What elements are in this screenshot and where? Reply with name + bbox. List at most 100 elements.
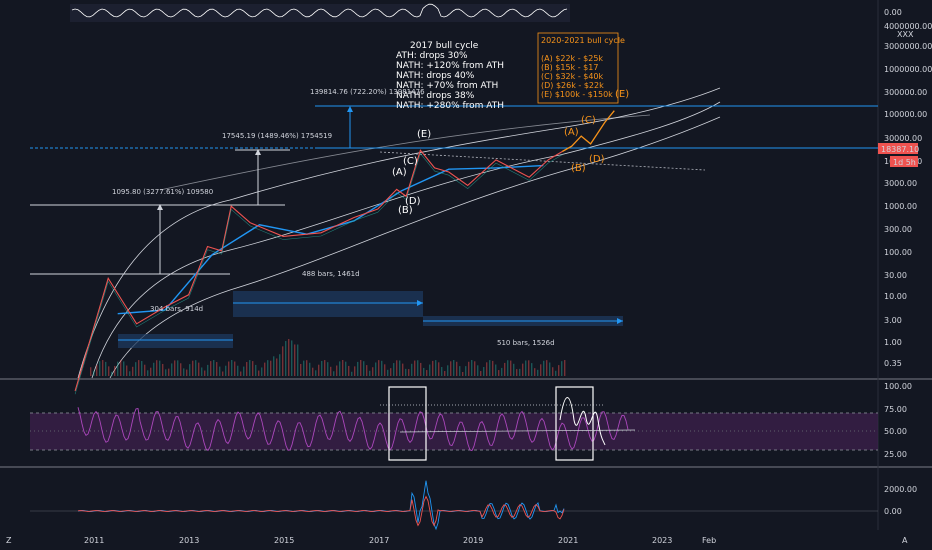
volume-bar: [426, 370, 428, 376]
rsi-tick-label: 25.00: [884, 450, 907, 459]
volume-bar: [252, 361, 254, 376]
volume-bar: [546, 360, 548, 376]
y-tick-label: 3000.00: [884, 179, 917, 188]
volume-bar: [138, 360, 140, 376]
volume-bar: [345, 361, 347, 376]
volume-bar: [132, 366, 134, 376]
corner-left-icon[interactable]: Z: [6, 536, 12, 545]
volume-bar: [201, 367, 203, 376]
volume-bar: [363, 361, 365, 376]
annotation-2020-line-3: (C) $32k - $40k: [541, 72, 604, 81]
volume-bar: [435, 360, 437, 376]
volume-bar: [519, 368, 521, 376]
wave-2017-a: (A): [392, 167, 407, 178]
volume-bar: [420, 362, 422, 376]
volume-histogram: [90, 339, 566, 376]
oscillator-panel[interactable]: [30, 480, 878, 531]
volume-bar: [474, 361, 476, 376]
volume-bar: [492, 360, 494, 376]
volume-bar: [165, 369, 167, 376]
moving-average-line[interactable]: [117, 164, 544, 315]
volume-bar: [468, 361, 470, 376]
oscillator-axis[interactable]: 2000.00 0.00: [884, 485, 917, 516]
wave-2021-c: (C): [581, 115, 596, 126]
rsi-highlight-2021[interactable]: [555, 386, 594, 461]
time-axis[interactable]: 2011 2013 2015 2017 2019 2021 2023 Feb: [84, 536, 716, 545]
mini-overview-strip: [70, 3, 570, 22]
volume-bar: [558, 365, 560, 376]
projection-line[interactable]: [561, 110, 615, 153]
annotation-2017-title: 2017 bull cycle: [410, 41, 479, 51]
volume-bar: [237, 365, 239, 376]
volume-bar: [195, 360, 197, 376]
currency-tag[interactable]: XXX: [897, 30, 914, 39]
osc-tick-label: 0.00: [884, 507, 902, 516]
measure-label-1: 1095.80 (3277.61%) 109580: [112, 188, 213, 196]
rsi-tick-label: 50.00: [884, 427, 907, 436]
volume-bar: [384, 364, 386, 376]
volume-bar: [222, 371, 224, 376]
volume-bar: [258, 370, 260, 376]
price-axis[interactable]: 4000000.00 3000000.00 1000000.00 300000.00 1…: [884, 22, 932, 368]
volume-bar: [540, 364, 542, 376]
volume-bar: [378, 360, 380, 376]
corner-right-icon[interactable]: A: [902, 536, 908, 545]
volume-bar: [105, 361, 107, 376]
volume-bar: [150, 367, 152, 376]
volume-bar: [423, 367, 425, 376]
y-tick-label: 10.00: [884, 292, 907, 301]
volume-bar: [528, 360, 530, 376]
volume-bar: [225, 365, 227, 376]
volume-bar: [315, 370, 317, 376]
time-range-boxes[interactable]: [118, 291, 623, 348]
volume-bar: [207, 364, 209, 376]
volume-bar: [381, 360, 383, 376]
volume-bar: [270, 360, 272, 376]
annotation-2017-line-3: NATH: drops 40%: [396, 71, 475, 81]
volume-bar: [480, 371, 482, 376]
volume-bar: [408, 369, 410, 376]
volume-bar: [387, 369, 389, 376]
y-tick-label: 30.00: [884, 271, 907, 280]
volume-bar: [405, 368, 407, 376]
volume-bar: [330, 366, 332, 376]
volume-bar: [432, 360, 434, 376]
volume-bar: [303, 360, 305, 376]
rsi-axis[interactable]: 100.00 75.00 50.00 25.00: [884, 382, 912, 459]
annotation-2017-line-6: NATH: +280% from ATH: [396, 101, 504, 111]
current-price-badge[interactable]: 18387.10 1d 5h: [878, 143, 919, 167]
volume-bar: [507, 360, 509, 376]
annotation-2020-line-4: (D) $26k - $22k: [541, 81, 604, 90]
measure-label-3: 139814.76 (722.20%) 13981476: [310, 88, 425, 96]
y-tick-label: 4000000.00: [884, 22, 932, 31]
annotation-2017-bull-cycle[interactable]: 2017 bull cycle ATH: drops 30% NATH: +12…: [396, 41, 504, 111]
x-tick-label: 2015: [274, 536, 294, 545]
annotation-2017-line-4: NATH: +70% from ATH: [396, 81, 498, 91]
volume-bar: [333, 371, 335, 376]
annotation-2020-2021-bull-cycle[interactable]: 2020-2021 bull cycle (A) $22k - $25k (B)…: [537, 32, 625, 104]
volume-bar: [123, 361, 125, 376]
y-tick-label: 300.00: [884, 225, 912, 234]
measurement-tools[interactable]: [30, 105, 878, 275]
volume-bar: [564, 360, 566, 376]
volume-bar: [156, 360, 158, 376]
volume-bar: [90, 367, 92, 376]
y-tick-label: 30000.00: [884, 134, 922, 143]
volume-bar: [312, 367, 314, 376]
volume-bar: [261, 367, 263, 376]
rsi-highlight-2017[interactable]: [388, 386, 427, 461]
volume-bar: [168, 368, 170, 376]
volume-bar: [522, 363, 524, 376]
volume-bar: [318, 364, 320, 376]
annotation-2017-line-2: NATH: +120% from ATH: [396, 61, 504, 71]
volume-bar: [462, 371, 464, 376]
volume-bar: [255, 364, 257, 376]
volume-bar: [108, 366, 110, 376]
volume-bar: [357, 361, 359, 376]
price-line[interactable]: [74, 149, 563, 392]
volume-bar: [198, 362, 200, 376]
volume-bar: [177, 360, 179, 376]
volume-bar: [354, 366, 356, 376]
rsi-panel[interactable]: [30, 386, 878, 461]
